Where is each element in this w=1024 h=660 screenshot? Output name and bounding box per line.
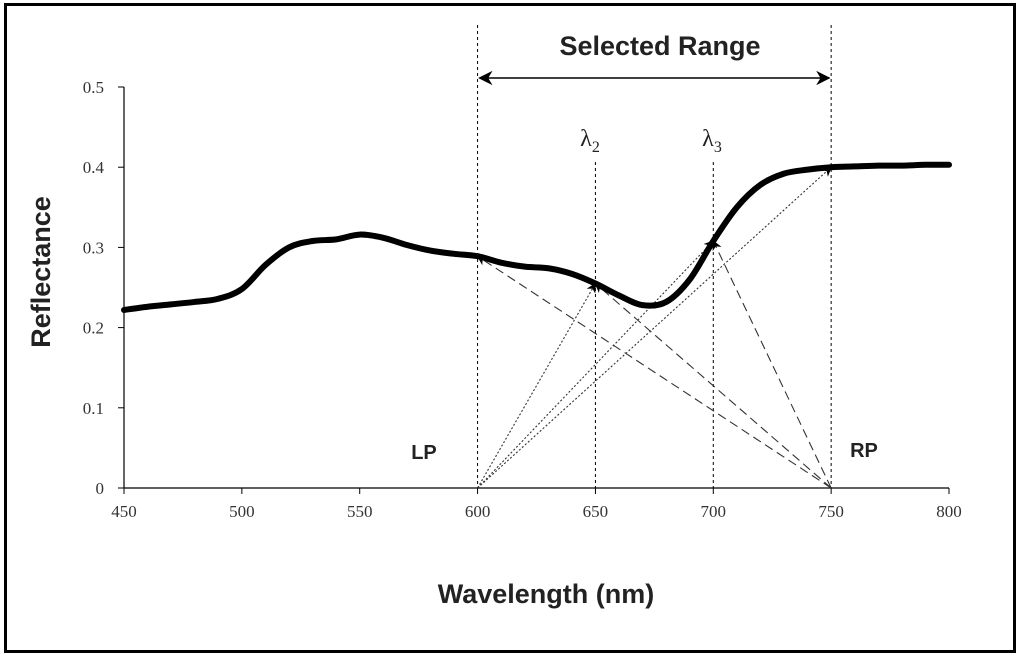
y-tick-label: 0.3 <box>83 238 104 257</box>
lambda3-label: λ3 <box>702 126 722 156</box>
lp-dotted-arrow <box>477 282 596 489</box>
y-tick-label: 0 <box>96 479 105 498</box>
x-tick-label: 700 <box>701 502 727 521</box>
range-label: Selected Range <box>559 31 760 61</box>
lp-label: LP <box>411 442 437 464</box>
y-tick-label: 0.5 <box>83 78 104 97</box>
lambda2-subscript: 2 <box>592 139 600 156</box>
x-axis-title: Wavelength (nm) <box>438 579 655 609</box>
y-tick-label: 0.2 <box>83 319 104 338</box>
rp-dashed-arrow <box>476 255 832 489</box>
x-tick-label: 800 <box>936 502 962 521</box>
x-tick-label: 500 <box>229 502 255 521</box>
x-tick-label: 750 <box>818 502 844 521</box>
lambda2-symbol: λ <box>580 126 592 152</box>
x-tick-label: 600 <box>465 502 491 521</box>
lp-dotted-arrow <box>477 166 832 489</box>
y-tick-label: 0.1 <box>83 399 104 418</box>
y-tick-label: 0.4 <box>83 158 105 177</box>
rp-dashed-arrow <box>594 282 832 489</box>
y-axis-title: Reflectance <box>26 196 56 348</box>
lambda3-symbol: λ <box>702 126 714 152</box>
chart-frame <box>4 3 1016 653</box>
x-tick-label: 550 <box>347 502 373 521</box>
x-tick-label: 450 <box>111 502 137 521</box>
lambda3-subscript: 3 <box>714 139 722 156</box>
lp-dotted-arrow <box>477 240 714 489</box>
lambda2-label: λ2 <box>580 126 600 156</box>
reflectance-curve <box>121 161 952 313</box>
rp-dashed-arrow <box>712 240 832 489</box>
rp-label: RP <box>850 440 878 462</box>
x-tick-label: 650 <box>583 502 609 521</box>
